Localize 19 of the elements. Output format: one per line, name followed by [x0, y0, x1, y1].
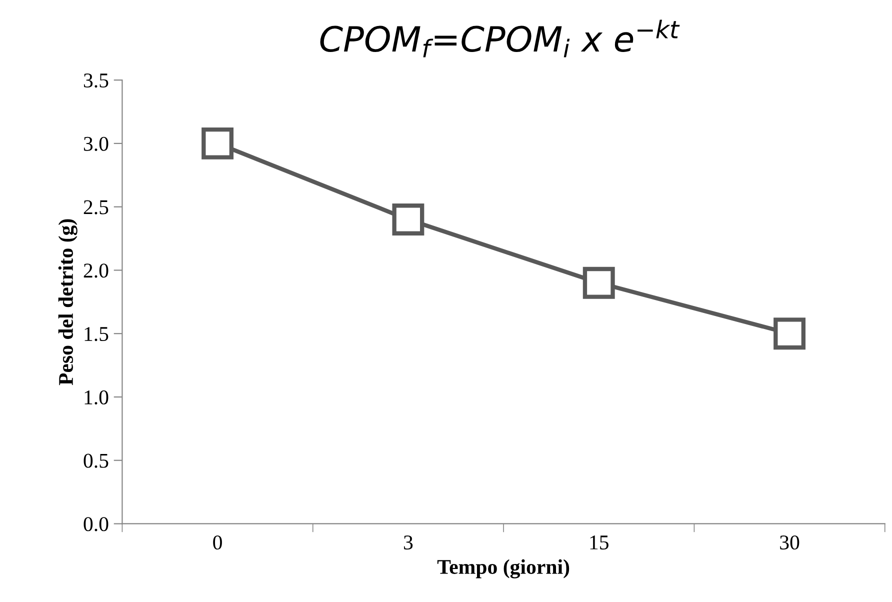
point — [774, 318, 806, 350]
y-tick-label: 1.0 — [84, 390, 108, 404]
y-tick-label: 1.5 — [84, 327, 108, 342]
y-tick-label: 0.0 — [84, 517, 108, 532]
y-tick-label: 0.5 — [84, 454, 108, 468]
point — [202, 127, 234, 160]
y-axis-title: Peso del detrito (g) — [58, 219, 78, 386]
y-tick-label: 3.0 — [84, 136, 108, 151]
y-tick-label: 3.5 — [84, 74, 108, 88]
chart-title: CPOM$_{f}$=CPOM$_{i}$ x e$^{−kt}$ — [320, 20, 680, 58]
y-tick-label: 2.0 — [84, 264, 108, 278]
x-tick-label: 30 — [780, 535, 800, 550]
point — [582, 266, 615, 299]
x-tick-label: 3 — [404, 536, 413, 550]
y-tick-label: 2.5 — [84, 200, 108, 214]
x-axis-title: Tempo (giorni) — [437, 559, 570, 578]
x-tick-label: 0 — [213, 535, 222, 550]
x-tick-label: 15 — [590, 536, 608, 550]
point — [392, 204, 424, 236]
